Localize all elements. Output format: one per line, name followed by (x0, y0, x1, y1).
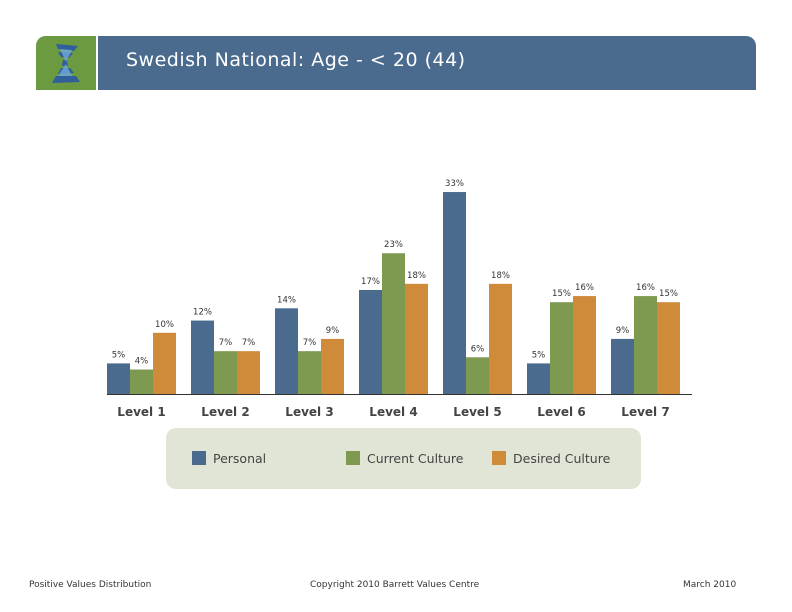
bar-desired-culture-level-3 (321, 338, 344, 394)
legend-swatch-current-culture (346, 451, 360, 465)
x-tick-label-level-4: Level 4 (369, 405, 417, 419)
data-label-personal-level-6: 5% (532, 350, 546, 360)
data-label-personal-level-1: 5% (112, 350, 126, 360)
bar-personal-level-1 (107, 363, 130, 394)
data-label-desired-culture-level-1: 10% (155, 320, 174, 330)
footer-left: Positive Values Distribution (29, 580, 152, 590)
data-label-desired-culture-level-5: 18% (491, 271, 510, 281)
legend-label-current-culture: Current Culture (367, 450, 464, 466)
bar-personal-level-2 (191, 320, 214, 394)
footer-copyright: Copyright 2010 Barrett Values Centre (310, 580, 480, 590)
data-label-desired-culture-level-4: 18% (407, 271, 426, 281)
bar-current-culture-level-2 (214, 351, 237, 394)
data-label-personal-level-5: 33% (445, 179, 464, 189)
footer-date: March 2010 (683, 580, 737, 590)
legend-item-desired-culture: Desired Culture (492, 450, 610, 466)
bar-desired-culture-level-5 (489, 283, 512, 394)
x-tick-label-level-6: Level 6 (537, 405, 585, 419)
data-label-desired-culture-level-3: 9% (326, 326, 340, 336)
bar-personal-level-5 (443, 192, 466, 394)
data-label-current-culture-level-1: 4% (135, 357, 149, 367)
legend-swatch-personal (192, 451, 206, 465)
x-tick-label-level-7: Level 7 (621, 405, 669, 419)
bar-personal-level-3 (275, 308, 298, 394)
header-bar (36, 36, 756, 90)
data-label-personal-level-4: 17% (361, 277, 380, 287)
logo (36, 36, 98, 90)
data-label-current-culture-level-2: 7% (219, 338, 233, 348)
bar-desired-culture-level-1 (153, 332, 176, 394)
data-label-personal-level-2: 12% (193, 308, 212, 318)
x-tick-label-level-1: Level 1 (117, 405, 165, 419)
data-label-current-culture-level-3: 7% (303, 338, 317, 348)
bar-personal-level-6 (527, 363, 550, 394)
bar-desired-culture-level-6 (573, 296, 596, 394)
data-label-current-culture-level-4: 23% (384, 240, 403, 250)
legend: Personal Current Culture Desired Culture (166, 428, 641, 489)
bar-current-culture-level-3 (298, 351, 321, 394)
x-tick-label-level-2: Level 2 (201, 405, 249, 419)
legend-label-desired-culture: Desired Culture (513, 450, 611, 466)
legend-label-personal: Personal (213, 450, 267, 466)
x-tick-label-level-5: Level 5 (453, 405, 501, 419)
page-title: Swedish National: Age - < 20 (44) (126, 49, 466, 71)
data-label-personal-level-3: 14% (277, 295, 296, 305)
data-label-desired-culture-level-7: 15% (659, 289, 678, 299)
bar-current-culture-level-4 (382, 253, 405, 394)
bar-current-culture-level-1 (130, 369, 153, 394)
legend-item-current-culture: Current Culture (346, 450, 463, 466)
legend-swatch-desired-culture (492, 451, 506, 465)
bar-current-culture-level-6 (550, 302, 573, 394)
barrett-spiral-logo-icon (52, 44, 80, 83)
data-label-current-culture-level-5: 6% (471, 344, 485, 354)
bar-desired-culture-level-4 (405, 283, 428, 394)
x-tick-label-level-3: Level 3 (285, 405, 333, 419)
bar-current-culture-level-7 (634, 296, 657, 394)
bar-desired-culture-level-2 (237, 351, 260, 394)
bar-desired-culture-level-7 (657, 302, 680, 394)
data-label-current-culture-level-6: 15% (552, 289, 571, 299)
data-label-current-culture-level-7: 16% (636, 283, 655, 293)
bar-personal-level-4 (359, 289, 382, 394)
data-label-personal-level-7: 9% (616, 326, 630, 336)
legend-item-personal: Personal (192, 450, 266, 466)
bar-current-culture-level-5 (466, 357, 489, 394)
bar-personal-level-7 (611, 338, 634, 394)
data-label-desired-culture-level-6: 16% (575, 283, 594, 293)
data-label-desired-culture-level-2: 7% (242, 338, 256, 348)
